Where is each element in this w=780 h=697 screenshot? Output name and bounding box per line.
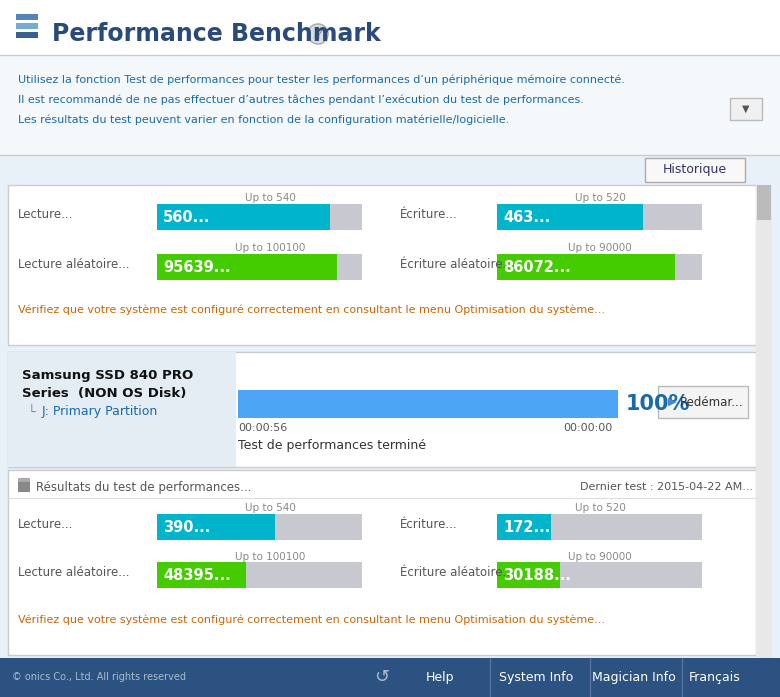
Text: Up to 100100: Up to 100100	[235, 552, 305, 562]
Text: ▶: ▶	[668, 397, 676, 407]
Text: Series  (NON OS Disk): Series (NON OS Disk)	[22, 387, 186, 399]
FancyBboxPatch shape	[338, 254, 362, 280]
Text: Utilisez la fonction Test de performances pour tester les performances d’un péri: Utilisez la fonction Test de performance…	[18, 75, 625, 85]
Text: Lecture...: Lecture...	[18, 208, 73, 222]
Circle shape	[308, 24, 328, 44]
Text: © onics Co., Ltd. All rights reserved: © onics Co., Ltd. All rights reserved	[12, 672, 186, 682]
FancyBboxPatch shape	[157, 254, 338, 280]
FancyBboxPatch shape	[643, 204, 702, 230]
FancyBboxPatch shape	[18, 478, 30, 492]
FancyBboxPatch shape	[0, 658, 780, 697]
Text: 172...: 172...	[503, 519, 551, 535]
Text: Magician Info: Magician Info	[592, 671, 676, 684]
Text: Vérifiez que votre système est configuré correctement en consultant le menu Opti: Vérifiez que votre système est configuré…	[18, 305, 605, 315]
FancyBboxPatch shape	[275, 514, 362, 540]
Text: Les résultats du test peuvent varier en fonction de la configuration matérielle/: Les résultats du test peuvent varier en …	[18, 115, 509, 125]
Text: Up to 90000: Up to 90000	[568, 552, 632, 562]
FancyBboxPatch shape	[8, 470, 756, 655]
Text: 95639...: 95639...	[163, 259, 231, 275]
Text: 00:00:56: 00:00:56	[238, 423, 287, 433]
Text: Performance Benchmark: Performance Benchmark	[52, 22, 381, 46]
FancyBboxPatch shape	[8, 352, 756, 467]
Text: Samsung SSD 840 PRO: Samsung SSD 840 PRO	[22, 369, 193, 381]
Text: Test de performances terminé: Test de performances terminé	[238, 438, 426, 452]
Text: Lecture aléatoire...: Lecture aléatoire...	[18, 567, 129, 579]
FancyBboxPatch shape	[16, 23, 38, 29]
Text: Up to 540: Up to 540	[245, 193, 296, 203]
Text: Écriture...: Écriture...	[400, 519, 458, 532]
Text: Redémar...: Redémar...	[680, 395, 743, 408]
FancyBboxPatch shape	[157, 514, 275, 540]
Text: ?: ?	[314, 27, 321, 40]
FancyBboxPatch shape	[238, 390, 618, 418]
FancyBboxPatch shape	[551, 514, 702, 540]
FancyBboxPatch shape	[497, 514, 551, 540]
Text: Help: Help	[426, 671, 454, 684]
Text: Lecture aléatoire...: Lecture aléatoire...	[18, 259, 129, 272]
FancyBboxPatch shape	[8, 352, 236, 467]
FancyBboxPatch shape	[497, 254, 675, 280]
Text: Up to 90000: Up to 90000	[568, 243, 632, 253]
FancyBboxPatch shape	[0, 155, 780, 185]
Text: 00:00:00: 00:00:00	[563, 423, 612, 433]
FancyBboxPatch shape	[246, 562, 362, 588]
Text: 390...: 390...	[163, 519, 211, 535]
FancyBboxPatch shape	[0, 0, 780, 55]
FancyBboxPatch shape	[157, 562, 246, 588]
Text: Up to 520: Up to 520	[575, 503, 626, 513]
Text: 100%: 100%	[626, 394, 690, 414]
FancyBboxPatch shape	[497, 562, 559, 588]
FancyBboxPatch shape	[756, 185, 772, 695]
Text: 48395...: 48395...	[163, 567, 231, 583]
Text: Up to 540: Up to 540	[245, 503, 296, 513]
FancyBboxPatch shape	[645, 158, 745, 182]
Text: ▼: ▼	[743, 104, 750, 114]
Text: 463...: 463...	[503, 210, 550, 224]
FancyBboxPatch shape	[16, 14, 38, 20]
FancyBboxPatch shape	[8, 185, 756, 345]
Text: ↺: ↺	[374, 668, 389, 686]
Text: System Info: System Info	[499, 671, 573, 684]
Text: Up to 100100: Up to 100100	[235, 243, 305, 253]
Text: 30188...: 30188...	[503, 567, 571, 583]
Text: Lecture...: Lecture...	[18, 519, 73, 532]
Text: Écriture aléatoire...: Écriture aléatoire...	[400, 259, 514, 272]
Text: Français: Français	[689, 671, 741, 684]
Text: 560...: 560...	[163, 210, 211, 224]
FancyBboxPatch shape	[730, 98, 762, 120]
FancyBboxPatch shape	[658, 386, 748, 418]
FancyBboxPatch shape	[757, 185, 771, 220]
FancyBboxPatch shape	[559, 562, 702, 588]
FancyBboxPatch shape	[157, 204, 330, 230]
Text: Résultats du test de performances...: Résultats du test de performances...	[36, 480, 251, 493]
FancyBboxPatch shape	[497, 204, 643, 230]
FancyBboxPatch shape	[675, 254, 702, 280]
FancyBboxPatch shape	[0, 55, 780, 155]
Text: Dernier test : 2015-04-22 AM...: Dernier test : 2015-04-22 AM...	[580, 482, 753, 492]
Text: Écriture...: Écriture...	[400, 208, 458, 222]
Text: 86072...: 86072...	[503, 259, 571, 275]
Text: Up to 520: Up to 520	[575, 193, 626, 203]
FancyBboxPatch shape	[18, 478, 30, 482]
Text: Il est recommandé de ne pas effectuer d’autres tâches pendant l’exécution du tes: Il est recommandé de ne pas effectuer d’…	[18, 95, 584, 105]
FancyBboxPatch shape	[330, 204, 362, 230]
Text: Vérifiez que votre système est configuré correctement en consultant le menu Opti: Vérifiez que votre système est configuré…	[18, 615, 605, 625]
FancyBboxPatch shape	[16, 32, 38, 38]
Text: J: Primary Partition: J: Primary Partition	[42, 406, 158, 418]
Text: └: └	[28, 406, 36, 418]
Text: Écriture aléatoire...: Écriture aléatoire...	[400, 567, 514, 579]
Text: Historique: Historique	[663, 164, 727, 176]
